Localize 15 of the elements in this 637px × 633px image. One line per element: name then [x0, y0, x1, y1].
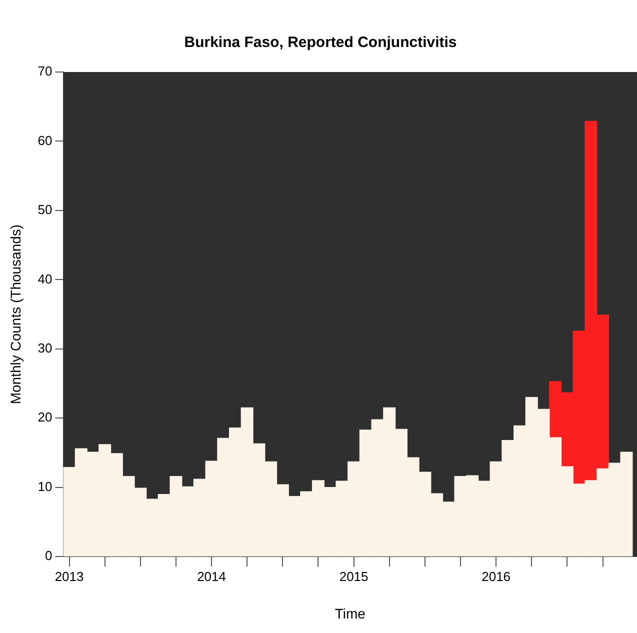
y-tick-label: 50: [38, 202, 52, 218]
x-tick-label: 2016: [482, 568, 511, 584]
x-axis-title: Time: [334, 605, 366, 622]
y-tick-label: 40: [38, 271, 52, 286]
chart-title: Burkina Faso, Reported Conjunctivitis: [184, 34, 457, 52]
y-tick-label: 60: [38, 132, 52, 148]
y-tick-label: 10: [38, 478, 52, 494]
y-axis-title: Monthly Counts (Thousands): [7, 224, 24, 404]
y-tick-label: 70: [38, 64, 52, 79]
x-tick-label: 2014: [197, 568, 226, 584]
x-tick-label: 2015: [339, 568, 368, 584]
y-tick-label: 30: [38, 340, 52, 356]
y-tick-label: 20: [38, 410, 52, 425]
y-tick-label: 0: [45, 548, 52, 564]
x-tick-label: 2013: [54, 568, 84, 584]
